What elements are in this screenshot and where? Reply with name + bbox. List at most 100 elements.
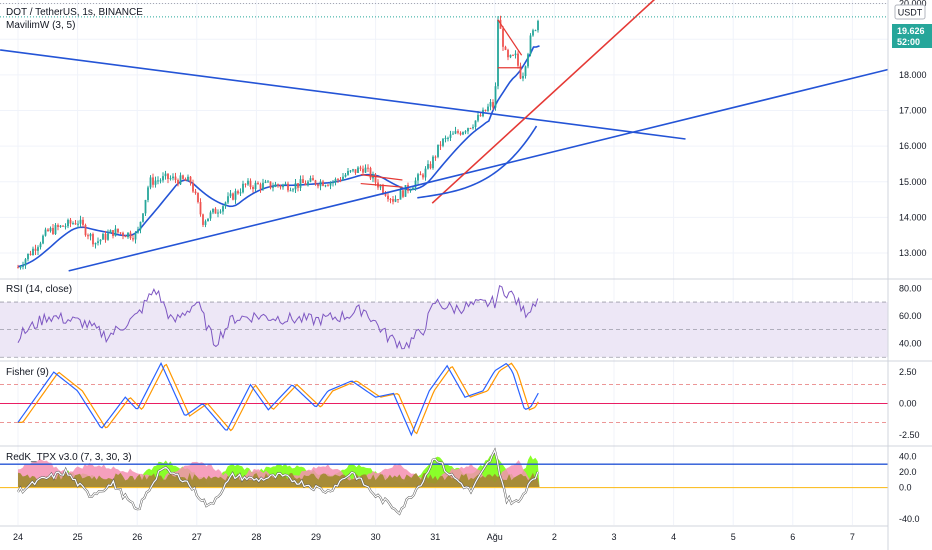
candle-body — [87, 235, 89, 237]
candle-body — [192, 182, 194, 192]
candle-body — [462, 132, 464, 135]
fisher-title: Fisher (9) — [6, 367, 49, 378]
candle-body — [427, 164, 429, 169]
candle-body — [334, 179, 337, 183]
candle-body — [324, 185, 327, 187]
last-price: 19.626 — [897, 26, 925, 36]
candle-body — [449, 134, 452, 138]
candle-body — [249, 180, 252, 187]
candle-body — [419, 174, 422, 176]
candle-body — [457, 131, 459, 133]
x-tick-label: 4 — [671, 532, 676, 542]
main-pane[interactable] — [0, 0, 889, 272]
candle-body — [17, 267, 19, 269]
trendline-red — [431, 0, 656, 204]
x-tick-label: 25 — [73, 532, 83, 542]
candle-body — [367, 167, 369, 169]
chart-title: DOT / TetherUS, 1s, BINANCE — [6, 7, 143, 18]
rsi-title: RSI (14, close) — [6, 284, 72, 295]
candle-body — [342, 176, 344, 181]
candle-body — [132, 238, 134, 240]
candle-body — [104, 233, 107, 240]
candle-body — [512, 54, 514, 56]
candle-body — [309, 178, 312, 182]
redk-pane[interactable] — [0, 447, 888, 516]
currency-badge[interactable] — [894, 4, 926, 20]
candle-body — [237, 191, 239, 194]
candle-body — [182, 175, 184, 179]
candle-body — [24, 259, 27, 266]
candle-body — [514, 53, 517, 56]
candle-body — [532, 30, 534, 36]
candle-body — [164, 173, 167, 177]
candle-body — [287, 183, 289, 191]
candle-body — [97, 241, 99, 243]
candle-body — [122, 232, 124, 236]
candle-body — [162, 176, 164, 181]
candle-body — [442, 138, 444, 146]
candle-body — [19, 266, 22, 268]
y-tick-label: 13.000 — [899, 248, 927, 258]
candle-body — [262, 182, 264, 189]
candle-body — [257, 182, 259, 185]
candle-body — [224, 202, 227, 207]
candle-body — [107, 233, 109, 240]
x-tick-label: Ağu — [487, 532, 503, 542]
fisher-tick-label: -2.50 — [899, 430, 920, 440]
candle-body — [99, 239, 102, 242]
candle-body — [379, 185, 382, 188]
candle-body — [352, 169, 354, 171]
candle-body — [229, 193, 232, 197]
candle-body — [502, 28, 504, 47]
candle-body — [527, 54, 529, 67]
candle-body — [289, 190, 292, 192]
fisher-pane[interactable] — [0, 361, 888, 437]
candle-body — [234, 191, 237, 200]
rsi-tick-label: 60.00 — [899, 311, 922, 321]
candle-body — [184, 178, 187, 181]
candle-body — [487, 106, 489, 112]
candle-body — [82, 219, 84, 225]
fisher-line — [17, 361, 539, 437]
candle-body — [374, 174, 377, 183]
candle-body — [222, 206, 224, 212]
candle-body — [517, 53, 519, 66]
candle-body — [404, 185, 407, 197]
candle-body — [439, 144, 442, 146]
candle-body — [492, 102, 494, 108]
candle-body — [369, 168, 372, 179]
candle-body — [94, 242, 97, 245]
candle-body — [212, 208, 214, 213]
trendline-descending — [0, 49, 686, 140]
redk-tick-label: 40.0 — [899, 451, 917, 461]
candle-body — [507, 49, 509, 58]
x-tick-label: 26 — [132, 532, 142, 542]
y-tick-label: 18.000 — [899, 70, 927, 80]
candle-body — [314, 180, 317, 185]
candle-body — [72, 223, 74, 225]
candle-body — [459, 132, 462, 135]
candle-body — [144, 199, 147, 214]
candle-body — [137, 229, 139, 233]
candle-body — [134, 232, 137, 240]
candle-body — [139, 221, 142, 230]
candle-body — [29, 253, 32, 256]
candle-body — [92, 234, 94, 245]
candle-body — [239, 192, 242, 194]
candle-body — [494, 86, 497, 108]
candle-body — [49, 227, 52, 232]
candle-body — [467, 128, 469, 132]
candle-body — [172, 176, 174, 179]
candle-body — [227, 196, 229, 203]
candle-body — [397, 199, 399, 201]
candle-body — [34, 248, 37, 251]
candle-body — [84, 224, 87, 236]
candle-body — [207, 218, 209, 222]
candle-body — [299, 179, 302, 188]
candle-body — [347, 170, 349, 175]
rsi-line — [17, 284, 539, 350]
currency-label: USDT — [898, 8, 923, 18]
rsi-pane[interactable] — [0, 284, 888, 358]
